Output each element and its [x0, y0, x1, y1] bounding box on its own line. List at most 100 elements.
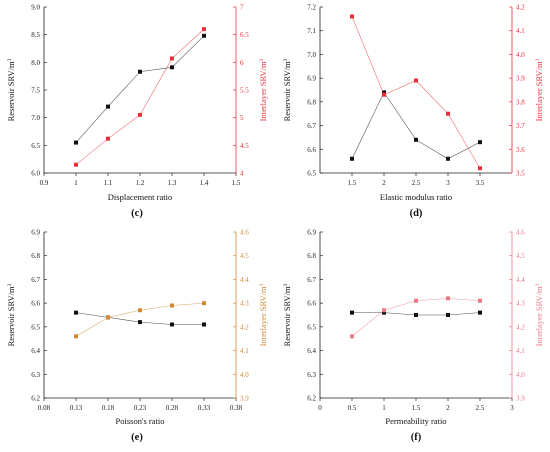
data-point-right: [74, 334, 78, 339]
y-left-tick-label: 6.4: [31, 347, 40, 355]
y-left-tick-label: 6.4: [307, 347, 316, 355]
chart-panel-3: 6.2 6.3 6.4 6.5 6.6 6.7 6.8 6.9 3.9 4.0 4.1 4.2 4.3 4…: [6, 229, 268, 444]
chart-panel-4: 6.2 6.3 6.4 6.5 6.6 6.7 6.8 6.9 3.9 4.0 4.1 4.2 4.3 4…: [282, 229, 544, 444]
data-point-right: [106, 136, 110, 141]
y-right-tick-label: 4.0: [516, 51, 525, 59]
x-tick-label: 0.08: [38, 404, 51, 412]
y-left-tick-label: 8.0: [31, 59, 40, 67]
y-right-tick-label: 4.0: [240, 371, 249, 379]
x-tick-label: 1: [382, 404, 386, 412]
y-left-tick-label: 6.5: [307, 323, 316, 331]
data-point-left: [382, 310, 386, 315]
data-point-left: [382, 90, 386, 95]
data-point-left: [106, 104, 110, 109]
y-right-tick-label: 6: [240, 59, 244, 67]
y-left-tick-label: 6.6: [307, 300, 316, 308]
x-tick-label: 1.1: [104, 179, 113, 187]
data-point-right: [350, 334, 354, 339]
panel-label: (d): [410, 208, 423, 219]
chart-panel-2: 6.5 6.6 6.7 6.8 6.9 7.0 7.1 7.2 3.5 3.6 3.7 3.8 3.9 4…: [282, 4, 544, 220]
y-axis-right-label: Interlayer SRV/m3: [258, 58, 268, 121]
x-axis-label: Displacement ratio: [108, 192, 172, 202]
data-point-left: [202, 33, 206, 38]
y-left-tick-label: 6.9: [307, 229, 316, 237]
x-tick-label: 0.18: [102, 404, 115, 412]
data-point-right: [478, 298, 482, 303]
y-left-tick-label: 7.1: [307, 27, 316, 35]
data-point-right: [446, 111, 450, 116]
y-left-tick-label: 6.5: [31, 142, 40, 150]
y-right-tick-label: 4.3: [240, 300, 249, 308]
y-right-tick-label: 4.4: [240, 276, 249, 284]
data-point-right: [414, 78, 418, 83]
y-left-tick-label: 7.0: [31, 114, 40, 122]
y-right-tick-label: 4.6: [516, 229, 525, 237]
y-right-tick-label: 4.5: [240, 252, 249, 260]
y-axis-right-label: Interlayer SRV/m3: [258, 283, 268, 346]
data-point-left: [170, 322, 174, 327]
y-left-tick-label: 7.5: [31, 87, 40, 95]
y-left-tick-label: 6.7: [307, 276, 316, 284]
x-tick-label: 0.38: [230, 404, 243, 412]
x-tick-label: 3: [510, 404, 514, 412]
data-point-left: [446, 156, 450, 161]
data-point-left: [170, 65, 174, 70]
series-line-left: [351, 91, 481, 160]
y-left-tick-label: 6.9: [307, 75, 316, 83]
x-tick-label: 1: [74, 179, 78, 187]
y-right-tick-label: 4.2: [240, 323, 249, 331]
x-tick-label: 3.5: [476, 179, 485, 187]
y-left-tick-label: 6.0: [31, 170, 40, 178]
data-point-right: [170, 303, 174, 308]
data-point-left: [414, 137, 418, 142]
series-line-right: [75, 302, 205, 337]
data-point-left: [414, 313, 418, 317]
y-right-tick-label: 3.9: [516, 395, 525, 403]
y-right-tick-label: 4.0: [516, 371, 525, 379]
x-tick-label: 1.5: [412, 404, 421, 412]
data-point-right: [382, 92, 386, 97]
y-right-tick-label: 4.1: [516, 27, 525, 35]
data-point-left: [446, 313, 450, 317]
chart-panel-1: 6.0 6.5 7.0 7.5 8.0 8.5 9.0 4 4.5 5 5.5 6 6.5 7 0.9 1 1.…: [6, 4, 268, 220]
data-point-left: [478, 310, 482, 315]
y-left-tick-label: 6.6: [307, 146, 316, 154]
x-tick-label: 2.5: [476, 404, 485, 412]
y-axis-left-label: Reservoir SRV/m3: [6, 58, 16, 121]
data-point-left: [350, 310, 354, 315]
y-right-tick-label: 4.5: [516, 252, 525, 260]
y-axis-left-label: Reservoir SRV/m3: [6, 283, 16, 346]
y-left-tick-label: 6.8: [307, 252, 316, 260]
y-left-tick-label: 6.3: [31, 371, 40, 379]
data-point-right: [414, 298, 418, 303]
data-point-left: [138, 320, 142, 325]
data-point-left: [138, 69, 142, 74]
y-left-tick-label: 6.3: [307, 371, 316, 379]
x-tick-label: 0: [318, 404, 322, 412]
y-left-tick-label: 6.7: [31, 276, 40, 284]
y-left-tick-label: 6.9: [31, 229, 40, 237]
y-right-tick-label: 4.1: [240, 347, 249, 355]
data-point-right: [106, 315, 110, 320]
x-tick-label: 2.5: [412, 179, 421, 187]
y-right-tick-label: 4.3: [516, 300, 525, 308]
y-right-tick-label: 3.7: [516, 122, 525, 130]
data-point-left: [202, 322, 206, 327]
data-point-right: [350, 14, 354, 19]
x-tick-label: 1.4: [200, 179, 209, 187]
data-point-left: [350, 156, 354, 161]
y-right-tick-label: 4.2: [516, 323, 525, 331]
y-right-tick-label: 3.6: [516, 146, 525, 154]
data-point-left: [74, 310, 78, 315]
data-point-right: [170, 56, 174, 61]
y-left-tick-label: 6.8: [31, 252, 40, 260]
y-right-tick-label: 3.9: [516, 75, 525, 83]
x-tick-label: 3: [446, 179, 450, 187]
x-tick-label: 1.2: [136, 179, 145, 187]
data-point-right: [202, 27, 206, 32]
x-tick-label: 0.33: [198, 404, 211, 412]
y-left-tick-label: 7.2: [307, 4, 316, 12]
y-left-tick-label: 6.5: [31, 323, 40, 331]
panel-label: (e): [131, 432, 143, 443]
x-axis-label: Permeability ratio: [385, 416, 446, 426]
